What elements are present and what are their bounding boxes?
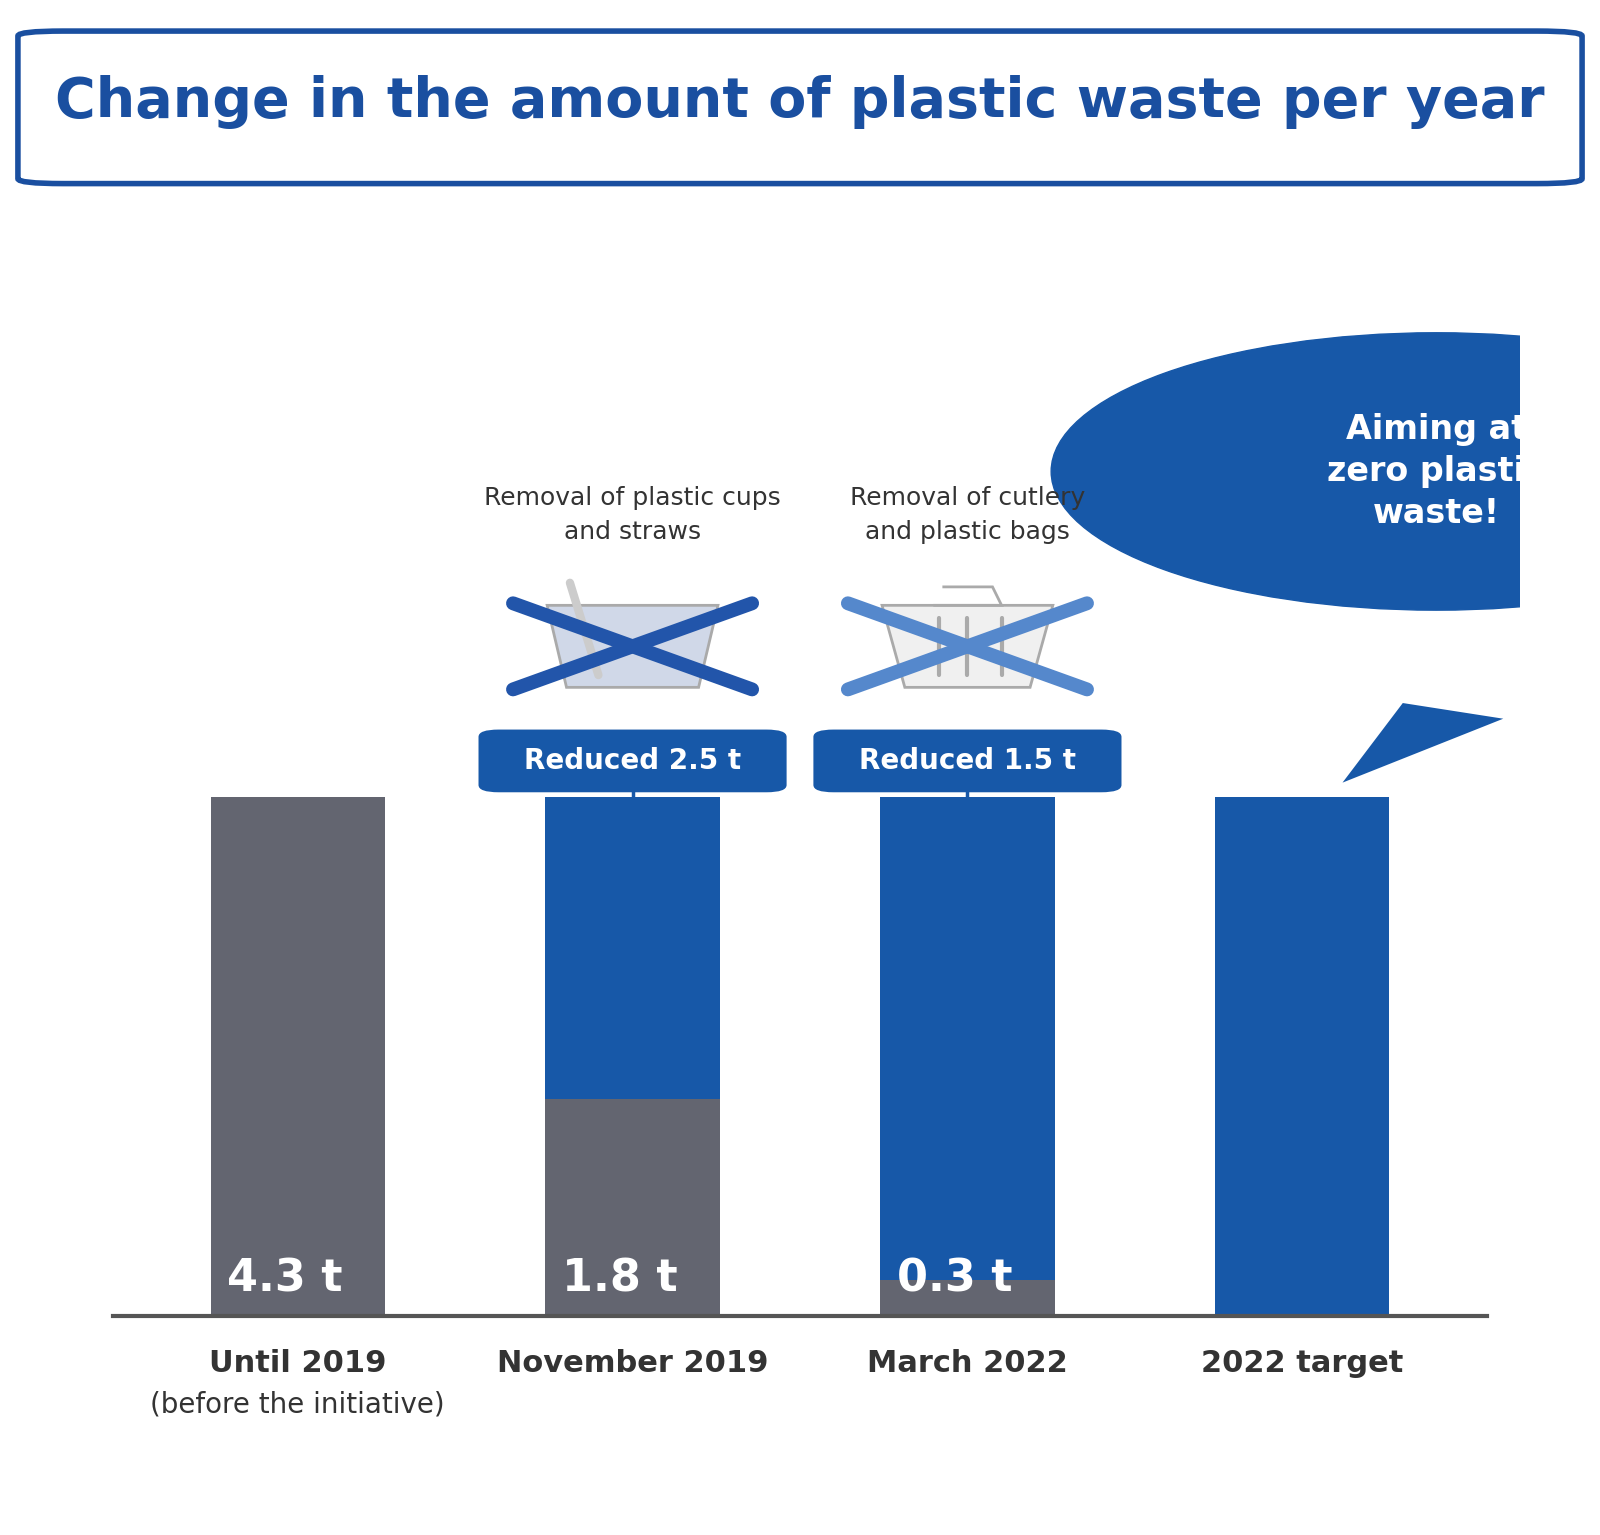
Polygon shape — [882, 605, 1053, 688]
Text: (before the initiative): (before the initiative) — [150, 1391, 445, 1418]
Text: 2022 target: 2022 target — [1202, 1349, 1403, 1378]
Circle shape — [1051, 333, 1600, 609]
Bar — [880, 1280, 1054, 1315]
Bar — [880, 797, 1054, 1280]
FancyBboxPatch shape — [18, 31, 1582, 184]
Bar — [211, 797, 384, 1315]
Text: Removal of plastic cups
and straws: Removal of plastic cups and straws — [485, 487, 781, 543]
Text: November 2019: November 2019 — [498, 1349, 768, 1378]
Bar — [546, 1099, 720, 1315]
Text: 1.8 t: 1.8 t — [562, 1257, 678, 1300]
Text: 4.3 t: 4.3 t — [227, 1257, 342, 1300]
Bar — [1216, 797, 1389, 1315]
Polygon shape — [1342, 703, 1504, 783]
Text: Change in the amount of plastic waste per year: Change in the amount of plastic waste pe… — [54, 75, 1546, 129]
Text: March 2022: March 2022 — [867, 1349, 1067, 1378]
Bar — [546, 797, 720, 1099]
Text: Reduced 1.5 t: Reduced 1.5 t — [859, 748, 1075, 775]
FancyBboxPatch shape — [478, 729, 787, 792]
FancyBboxPatch shape — [813, 729, 1122, 792]
Text: Reduced 2.5 t: Reduced 2.5 t — [523, 748, 741, 775]
Text: Aiming at
zero plastic
waste!: Aiming at zero plastic waste! — [1328, 413, 1546, 530]
Polygon shape — [547, 605, 718, 688]
Text: Until 2019: Until 2019 — [210, 1349, 387, 1378]
Text: 0.3 t: 0.3 t — [898, 1257, 1013, 1300]
Text: Removal of cutlery
and plastic bags: Removal of cutlery and plastic bags — [850, 487, 1085, 543]
